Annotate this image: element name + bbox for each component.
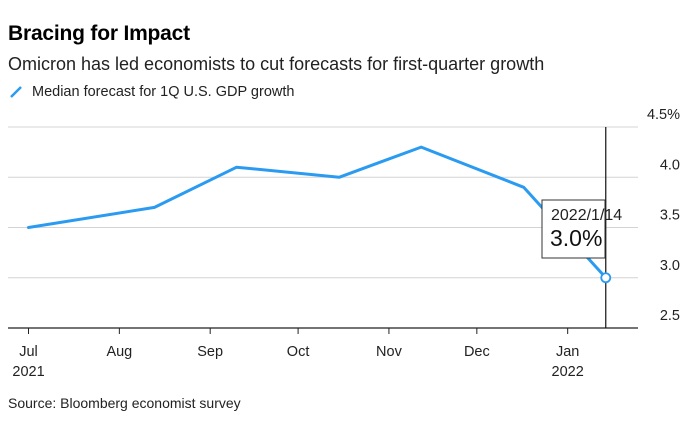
- gridlines: [8, 126, 638, 329]
- y-tick-label: 4.0: [660, 157, 680, 173]
- y-tick-label: 2.5: [660, 308, 680, 324]
- x-tick-label: Sep: [197, 344, 223, 360]
- axis-ticks: 4.5% 4.0 3.5 3.0 2.5 Jul 2021 Aug Sep Oct Nov Dec Ja…: [12, 107, 680, 380]
- series-group: [27, 145, 612, 284]
- x-tick-year-label: 2022: [552, 364, 584, 380]
- hover-tooltip: 2022/1/14 3.0%: [541, 199, 622, 259]
- x-tick-label: Aug: [106, 344, 132, 360]
- source-note: Source: Bloomberg economist survey: [8, 395, 241, 411]
- tooltip-box: [541, 199, 606, 259]
- series-line: [27, 145, 608, 280]
- x-tick-label: Nov: [376, 344, 403, 360]
- hover-point-marker: [600, 272, 612, 284]
- x-tick-label: Dec: [464, 344, 490, 360]
- chart-legend: Median forecast for 1Q U.S. GDP growth: [8, 84, 294, 100]
- y-tick-label: 3.0: [660, 258, 680, 274]
- tooltip-date: 2022/1/14: [551, 207, 622, 224]
- legend-line-icon: [10, 86, 22, 98]
- chart-title: Bracing for Impact: [8, 22, 190, 45]
- x-tick-year-label: 2021: [12, 364, 44, 380]
- chart-subtitle: Omicron has led economists to cut foreca…: [8, 54, 545, 74]
- y-tick-label: 3.5: [660, 208, 680, 224]
- y-tick-label: 4.5%: [647, 107, 680, 123]
- x-tick-label: Jul: [19, 344, 38, 360]
- x-tick-label: Jan: [556, 344, 579, 360]
- x-tick-label: Oct: [287, 344, 310, 360]
- legend-label: Median forecast for 1Q U.S. GDP growth: [32, 84, 295, 100]
- tooltip-value: 3.0%: [550, 225, 602, 251]
